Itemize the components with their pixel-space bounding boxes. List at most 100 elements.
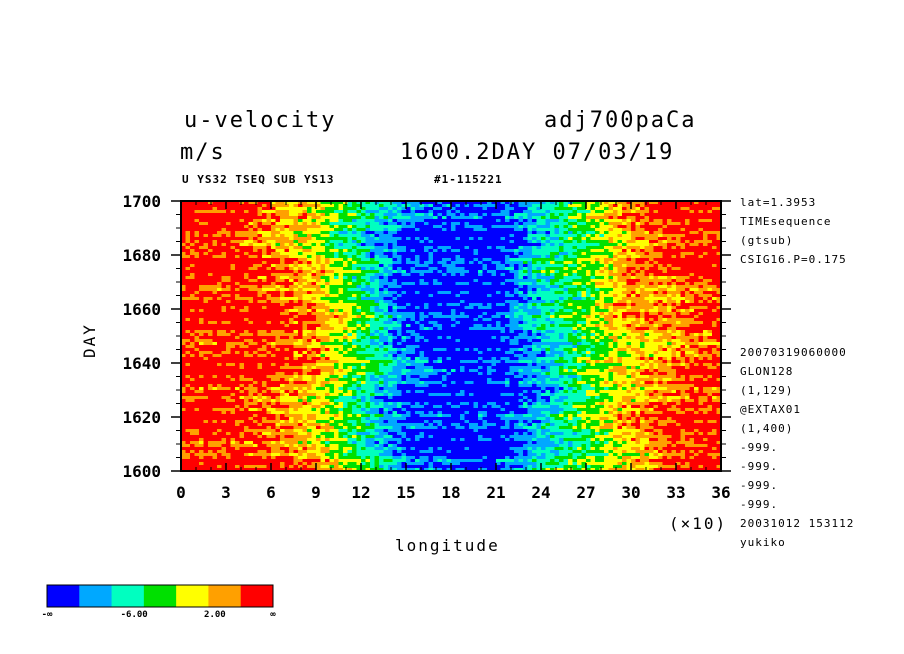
heatmap-cell: [478, 279, 484, 283]
heatmap-cell: [419, 213, 425, 217]
heatmap-cell: [581, 312, 587, 316]
heatmap-cell: [271, 261, 277, 265]
heatmap-cell: [487, 294, 493, 298]
heatmap-cell: [689, 207, 695, 211]
heatmap-cell: [689, 213, 695, 217]
heatmap-cell: [338, 234, 344, 238]
heatmap-cell: [307, 300, 313, 304]
heatmap-cell: [433, 264, 439, 268]
heatmap-cell: [307, 315, 313, 319]
heatmap-cell: [491, 207, 497, 211]
heatmap-cell: [442, 210, 448, 214]
heatmap-cell: [541, 246, 547, 250]
heatmap-cell: [473, 315, 479, 319]
heatmap-cell: [401, 291, 407, 295]
heatmap-cell: [554, 309, 560, 313]
heatmap-cell: [563, 321, 569, 325]
heatmap-cell: [568, 282, 574, 286]
heatmap-cell: [572, 303, 578, 307]
heatmap-cell: [586, 261, 592, 265]
heatmap-cell: [703, 225, 709, 229]
heatmap-cell: [554, 249, 560, 253]
heatmap-cell: [698, 318, 704, 322]
heatmap-cell: [208, 276, 214, 280]
heatmap-cell: [613, 297, 619, 301]
heatmap-cell: [689, 231, 695, 235]
heatmap-cell: [644, 321, 650, 325]
heatmap-cell: [262, 312, 268, 316]
heatmap-cell: [491, 291, 497, 295]
heatmap-cell: [703, 267, 709, 271]
heatmap-cell: [370, 318, 376, 322]
heatmap-cell: [379, 219, 385, 223]
heatmap-cell: [374, 213, 380, 217]
heatmap-cell: [671, 309, 677, 313]
heatmap-cell: [550, 276, 556, 280]
heatmap-cell: [320, 288, 326, 292]
heatmap-cell: [446, 291, 452, 295]
heatmap-cell: [617, 231, 623, 235]
heatmap-cell: [707, 222, 713, 226]
heatmap-cell: [716, 267, 722, 271]
heatmap-cell: [523, 273, 529, 277]
heatmap-cell: [617, 252, 623, 256]
side-info-bottom-line: -999.: [740, 460, 779, 473]
heatmap-cell: [685, 228, 691, 232]
heatmap-cell: [658, 252, 664, 256]
heatmap-cell: [586, 288, 592, 292]
heatmap-cell: [271, 324, 277, 328]
heatmap-cell: [626, 267, 632, 271]
heatmap-cell: [590, 210, 596, 214]
heatmap-cell: [536, 249, 542, 253]
heatmap-cell: [199, 306, 205, 310]
heatmap-cell: [527, 306, 533, 310]
heatmap-cell: [365, 291, 371, 295]
heatmap-cell: [617, 300, 623, 304]
heatmap-cell: [406, 204, 412, 208]
heatmap-cell: [608, 258, 614, 262]
heatmap-cell: [640, 273, 646, 277]
heatmap-cell: [473, 225, 479, 229]
heatmap-cell: [631, 294, 637, 298]
heatmap-cell: [226, 297, 232, 301]
heatmap-cell: [608, 222, 614, 226]
heatmap-cell: [599, 318, 605, 322]
heatmap-cell: [392, 318, 398, 322]
heatmap-cell: [208, 321, 214, 325]
heatmap-cell: [509, 225, 515, 229]
heatmap-cell: [320, 309, 326, 313]
heatmap-cell: [190, 219, 196, 223]
heatmap-cell: [347, 309, 353, 313]
heatmap-cell: [329, 306, 335, 310]
heatmap-cell: [464, 213, 470, 217]
heatmap-cell: [559, 315, 565, 319]
heatmap-cell: [545, 225, 551, 229]
heatmap-cell: [455, 258, 461, 262]
heatmap-cell: [257, 270, 263, 274]
heatmap-cell: [392, 312, 398, 316]
heatmap-cell: [244, 219, 250, 223]
heatmap-cell: [640, 249, 646, 253]
heatmap-cell: [451, 285, 457, 289]
heatmap-cell: [410, 201, 416, 205]
heatmap-cell: [523, 264, 529, 268]
heatmap-cell: [505, 201, 511, 205]
heatmap-cell: [433, 321, 439, 325]
heatmap-cell: [491, 300, 497, 304]
heatmap-cell: [622, 207, 628, 211]
heatmap-cell: [649, 240, 655, 244]
heatmap-cell: [365, 279, 371, 283]
heatmap-cell: [676, 264, 682, 268]
heatmap-cell: [478, 228, 484, 232]
heatmap-cell: [284, 270, 290, 274]
heatmap-cell: [203, 204, 209, 208]
heatmap-cell: [482, 297, 488, 301]
side-info-bottom-line: GLON128: [740, 365, 794, 378]
heatmap-cell: [500, 288, 506, 292]
heatmap-cell: [460, 273, 466, 277]
heatmap-cell: [550, 237, 556, 241]
heatmap-cell: [491, 225, 497, 229]
heatmap-cell: [329, 210, 335, 214]
heatmap-cell: [523, 240, 529, 244]
heatmap-cell: [424, 207, 430, 211]
